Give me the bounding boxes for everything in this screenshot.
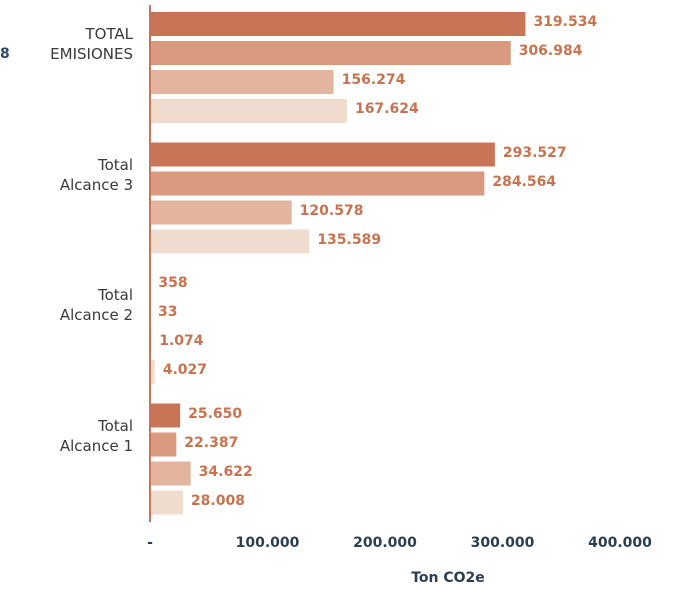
value-label: 306.984 [518, 43, 583, 59]
bar [150, 171, 485, 196]
bar [150, 360, 155, 384]
bar [150, 12, 526, 36]
value-label: 167.624 [354, 101, 419, 117]
value-label: 284.564 [492, 173, 557, 190]
bar [150, 229, 310, 254]
value-label: 120.578 [299, 202, 364, 219]
value-label: 1.074 [159, 333, 204, 349]
bar [150, 432, 177, 457]
x-axis-title: Ton CO2e [411, 570, 485, 586]
value-label: 25.650 [188, 405, 243, 422]
value-label: 33 [158, 304, 178, 320]
x-tick-label: - [147, 535, 153, 551]
category-label: TOTAL EMISIONES [50, 25, 133, 63]
bar [150, 200, 292, 225]
bar [150, 99, 347, 123]
value-label: 4.027 [162, 362, 208, 378]
x-tick-label: 300.000 [470, 535, 535, 551]
bar [150, 142, 495, 167]
bar [150, 403, 181, 428]
value-label: 34.622 [198, 463, 253, 480]
value-label: 293.527 [502, 144, 567, 161]
category-label: Total Alcance 2 [59, 286, 133, 324]
bar [150, 70, 334, 94]
bar [150, 41, 511, 65]
category-label: Total Alcance 1 [59, 416, 133, 455]
value-label: 22.387 [184, 434, 239, 451]
bar [150, 490, 183, 515]
annotation: 8 [0, 46, 10, 62]
value-label: 28.008 [190, 492, 245, 509]
value-label: 358 [158, 275, 188, 291]
value-label: 319.534 [533, 14, 598, 30]
x-tick-label: 200.000 [353, 535, 417, 551]
x-tick-label: 400.000 [588, 535, 652, 551]
value-label: 156.274 [341, 72, 406, 88]
value-label: 135.589 [317, 231, 382, 248]
category-label: Total Alcance 3 [59, 155, 133, 194]
bar [150, 461, 191, 486]
x-tick-label: 100.000 [235, 535, 300, 551]
